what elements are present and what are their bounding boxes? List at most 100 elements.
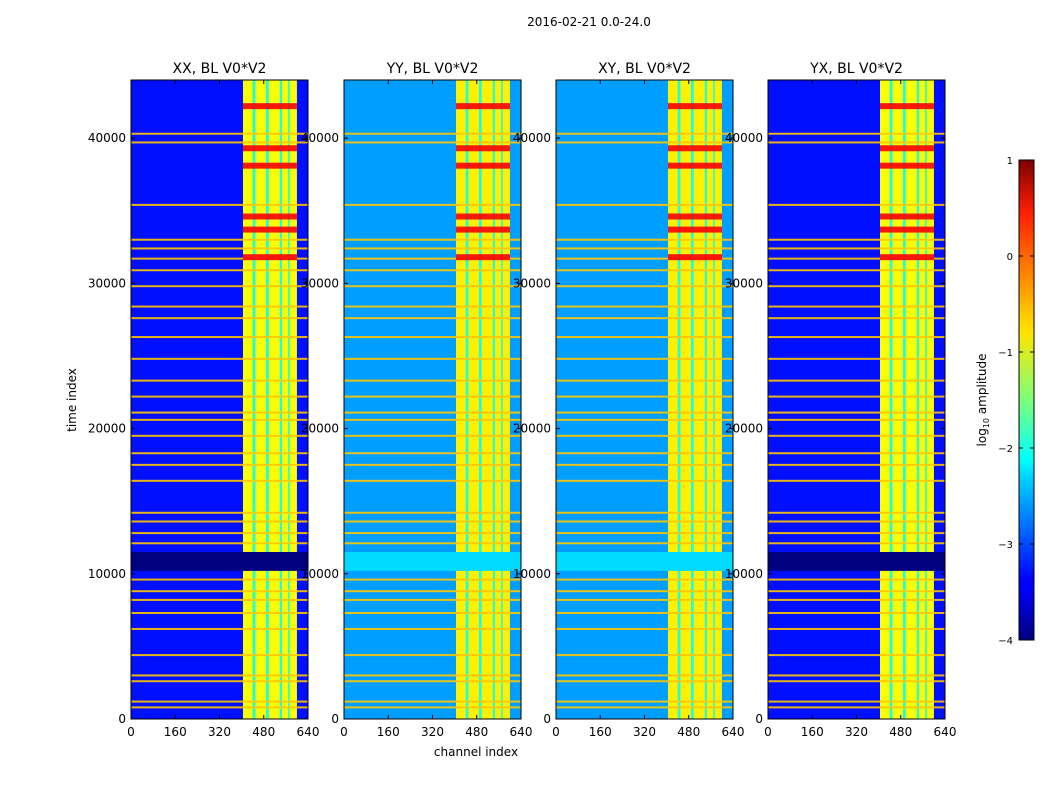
hot-row bbox=[456, 162, 510, 169]
x-tick-label: 0 bbox=[127, 725, 135, 739]
hot-row bbox=[243, 213, 297, 220]
rfi-row bbox=[131, 578, 308, 581]
rfi-row bbox=[131, 590, 308, 593]
x-axis-label: channel index bbox=[434, 745, 518, 759]
y-tick-label: 40000 bbox=[301, 131, 339, 145]
colorbar-label: log10 amplitude bbox=[975, 354, 991, 447]
rfi-row bbox=[131, 680, 308, 683]
rfi-row bbox=[344, 598, 521, 601]
rfi-row bbox=[131, 285, 308, 288]
rfi-row bbox=[344, 590, 521, 593]
channel-gap-stripe bbox=[690, 80, 694, 719]
rfi-row bbox=[768, 247, 945, 250]
channel-gap-stripe bbox=[279, 80, 283, 719]
channel-gap-stripe bbox=[925, 80, 927, 719]
y-tick-label: 20000 bbox=[88, 422, 126, 436]
rfi-row bbox=[556, 463, 733, 466]
panel-2: YY, BL V0*V2 0 160 320 480 640 0 10000 20000 3000… bbox=[301, 61, 533, 739]
hot-row bbox=[243, 103, 297, 110]
rfi-row bbox=[344, 336, 521, 339]
heatmap-image bbox=[556, 80, 733, 719]
y-tick-label: 10000 bbox=[725, 567, 763, 581]
rfi-row bbox=[556, 257, 733, 260]
rfi-row bbox=[768, 706, 945, 709]
rfi-row bbox=[556, 305, 733, 308]
x-tick-label: 160 bbox=[377, 725, 400, 739]
rfi-row bbox=[556, 203, 733, 206]
panel-3: XY, BL V0*V2 0 160 320 480 640 0 10000 20000 3000… bbox=[513, 61, 745, 739]
rfi-row bbox=[344, 238, 521, 241]
rfi-row bbox=[556, 532, 733, 535]
rfi-row bbox=[344, 511, 521, 514]
rfi-row bbox=[768, 680, 945, 683]
rfi-row bbox=[556, 706, 733, 709]
rfi-row bbox=[768, 411, 945, 414]
rfi-row bbox=[131, 379, 308, 382]
colorbar-tick-label: −2 bbox=[998, 444, 1013, 455]
rfi-row bbox=[344, 132, 521, 135]
x-tick-label: 640 bbox=[934, 725, 957, 739]
hot-row bbox=[880, 254, 934, 261]
rfi-row bbox=[768, 520, 945, 523]
x-tick-label: 160 bbox=[589, 725, 612, 739]
rfi-row bbox=[344, 542, 521, 545]
rfi-row bbox=[131, 132, 308, 135]
y-tick-label: 10000 bbox=[301, 567, 339, 581]
rfi-row bbox=[131, 654, 308, 657]
rfi-row bbox=[131, 357, 308, 360]
rfi-row bbox=[344, 611, 521, 614]
x-tick-label: 640 bbox=[297, 725, 320, 739]
colorbar-tick-label: −3 bbox=[998, 540, 1013, 551]
rfi-row bbox=[556, 285, 733, 288]
rfi-row bbox=[131, 305, 308, 308]
rfi-row bbox=[768, 141, 945, 144]
panel-title: XX, BL V0*V2 bbox=[173, 61, 267, 77]
y-tick-label: 20000 bbox=[725, 422, 763, 436]
hot-row bbox=[880, 226, 934, 233]
flagged-time-range bbox=[556, 551, 733, 571]
panels: XX, BL V0*V2 0 160 320 480 640 0 10000 20000 3000… bbox=[88, 61, 957, 739]
rfi-row bbox=[556, 132, 733, 135]
rfi-row bbox=[768, 238, 945, 241]
hot-row bbox=[880, 213, 934, 220]
channel-gap-stripe bbox=[288, 80, 290, 719]
channel-gap-stripe bbox=[478, 80, 482, 719]
hot-row bbox=[880, 103, 934, 110]
x-tick-label: 160 bbox=[164, 725, 187, 739]
y-tick-label: 10000 bbox=[513, 567, 551, 581]
rfi-row bbox=[344, 452, 521, 455]
hot-row bbox=[243, 254, 297, 261]
channel-gap-stripe bbox=[492, 80, 496, 719]
y-tick-label: 0 bbox=[543, 712, 551, 726]
rfi-row bbox=[131, 418, 308, 421]
y-tick-label: 0 bbox=[331, 712, 339, 726]
rfi-row bbox=[556, 434, 733, 437]
flagged-time-range bbox=[768, 551, 945, 571]
hot-row bbox=[668, 226, 722, 233]
rfi-row bbox=[131, 520, 308, 523]
rfi-row bbox=[768, 598, 945, 601]
rfi-row bbox=[768, 578, 945, 581]
rfi-row bbox=[556, 141, 733, 144]
colorbar-tick-label: −4 bbox=[998, 636, 1013, 647]
rfi-row bbox=[131, 203, 308, 206]
rfi-row bbox=[131, 542, 308, 545]
rfi-row bbox=[131, 141, 308, 144]
y-tick-label: 10000 bbox=[88, 567, 126, 581]
rfi-row bbox=[344, 654, 521, 657]
rfi-row bbox=[344, 305, 521, 308]
rfi-row bbox=[768, 132, 945, 135]
rfi-row bbox=[768, 542, 945, 545]
rfi-row bbox=[131, 611, 308, 614]
rfi-row bbox=[768, 452, 945, 455]
x-tick-label: 320 bbox=[208, 725, 231, 739]
rfi-row bbox=[556, 680, 733, 683]
rfi-row bbox=[556, 269, 733, 272]
hot-row bbox=[456, 254, 510, 261]
rfi-row bbox=[131, 598, 308, 601]
rfi-row bbox=[131, 463, 308, 466]
rfi-row bbox=[344, 141, 521, 144]
rfi-row bbox=[768, 317, 945, 320]
colorbar-tick-label: 1 bbox=[1007, 156, 1013, 167]
